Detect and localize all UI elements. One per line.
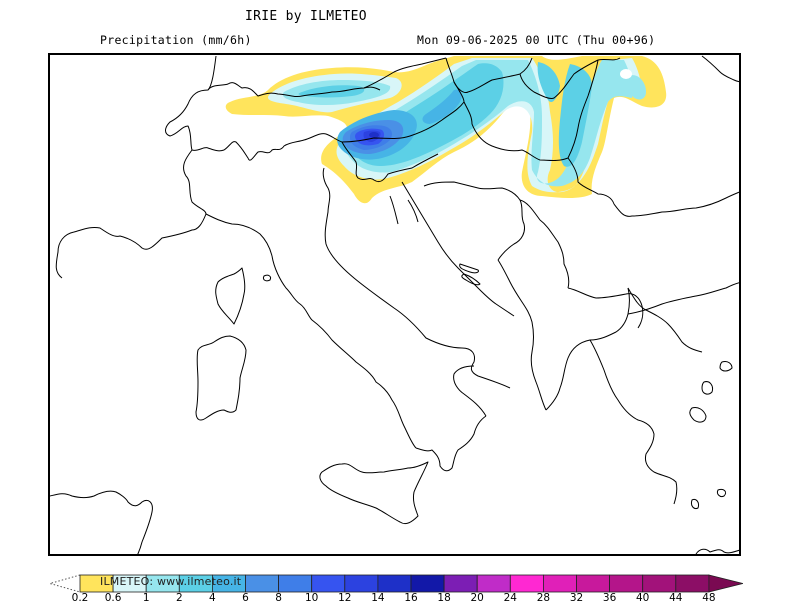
colorbar-swatch: [675, 574, 710, 593]
colorbar-swatch: [278, 574, 313, 593]
watermark-text: ILMETEO: www.ilmeteo.it: [100, 575, 242, 588]
colorbar-swatch: [542, 574, 577, 593]
colorbar-tick-label: 10: [305, 592, 319, 604]
variable-label: Precipitation (mm/6h): [100, 33, 252, 47]
colorbar-tick-label: 0.6: [104, 592, 122, 604]
valid-time-label: Mon 09-06-2025 00 UTC (Thu 00+96): [417, 33, 656, 47]
colorbar-tick-label: 16: [404, 592, 418, 604]
precipitation-map: [50, 55, 739, 554]
colorbar-swatch: [443, 574, 478, 593]
colorbar-tick-label: 36: [602, 592, 617, 604]
colorbar-tick-label: 18: [437, 592, 451, 604]
precipitation-field: [225, 56, 667, 204]
colorbar-tick-label: 1: [142, 592, 150, 604]
colorbar-tick-label: 2: [175, 592, 183, 604]
coastlines: [50, 55, 739, 554]
colorbar-tick-label: 6: [242, 592, 249, 604]
colorbar-tick-label: 32: [569, 592, 584, 604]
colorbar-swatch: [344, 574, 379, 593]
colorbar-tick-label: 12: [338, 592, 352, 604]
colorbar-tick-label: 44: [669, 592, 683, 604]
colorbar-under-arrow: [48, 574, 81, 593]
colorbar-tick-label: 0.2: [71, 592, 89, 604]
map-frame: [48, 53, 741, 556]
colorbar-swatch: [476, 574, 511, 593]
colorbar-tick-label: 24: [503, 592, 517, 604]
map-title: IRIE by ILMETEO: [245, 9, 367, 24]
colorbar-tick-label: 4: [209, 592, 216, 604]
colorbar-swatch: [576, 574, 610, 593]
colorbar-tick-label: 20: [470, 592, 484, 604]
colorbar-swatch: [609, 574, 644, 593]
colorbar: [48, 574, 748, 610]
colorbar-tick-label: 28: [536, 592, 551, 604]
colorbar-swatch: [245, 574, 279, 593]
colorbar-over-arrow: [708, 574, 743, 593]
colorbar-swatch: [509, 574, 544, 593]
colorbar-tick-label: 8: [275, 592, 282, 604]
colorbar-swatch: [377, 574, 412, 593]
colorbar-tick-label: 48: [702, 592, 716, 604]
colorbar-swatch: [642, 574, 677, 593]
colorbar-swatch: [311, 574, 346, 593]
colorbar-tick-label: 40: [636, 592, 650, 604]
colorbar-swatches: [48, 574, 743, 593]
colorbar-swatch: [410, 574, 445, 593]
colorbar-labels: 0.2 0.6 1 2 4 6 8 10 12 14 16 18 20 24 28 32 36 40 44 48: [0, 592, 790, 608]
colorbar-tick-label: 14: [371, 592, 385, 604]
